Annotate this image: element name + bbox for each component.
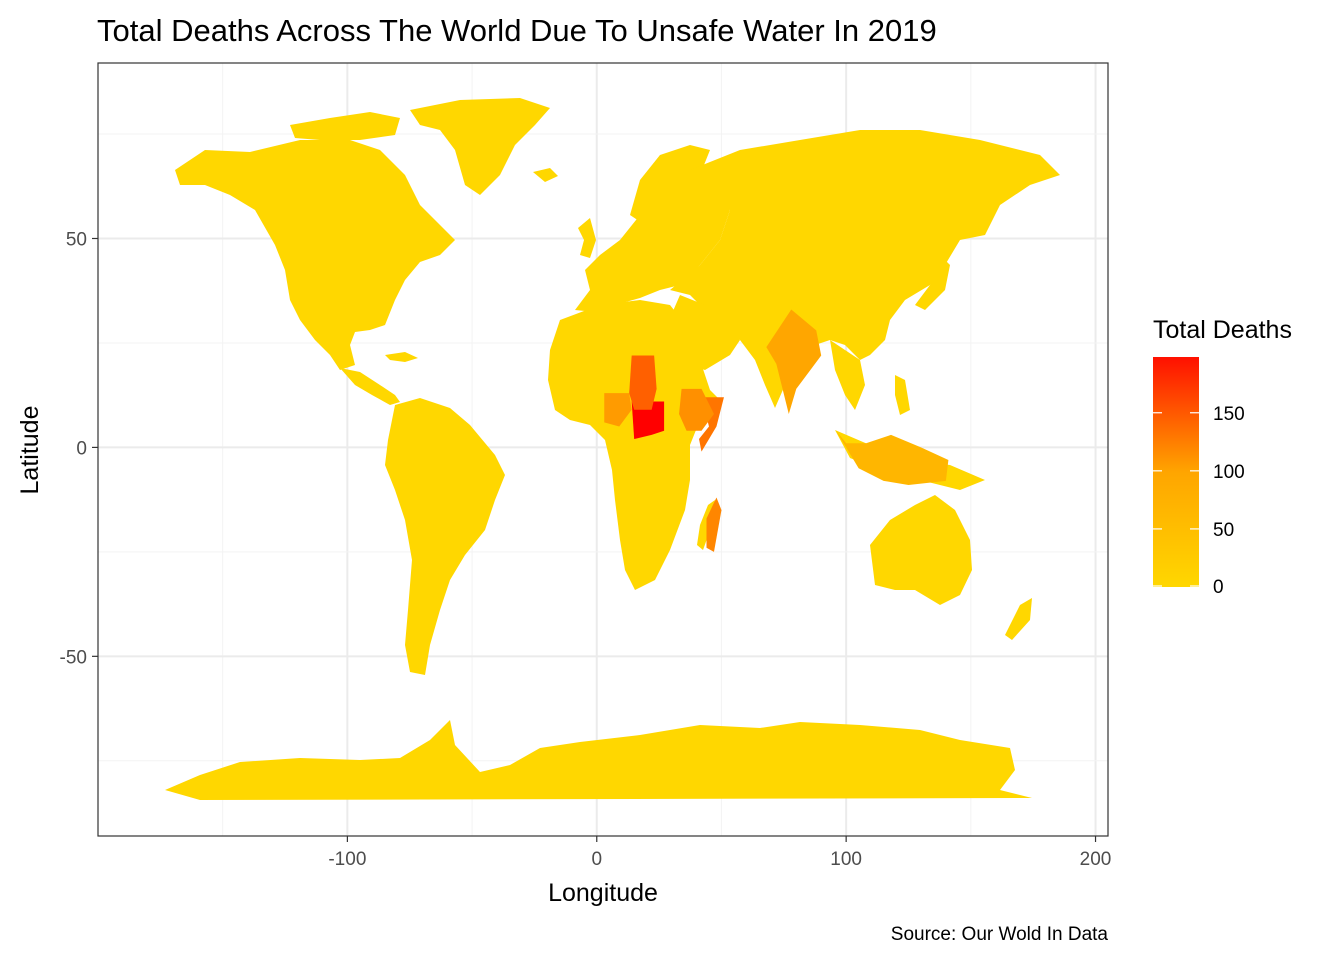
legend-title: Total Deaths [1153,316,1292,344]
arctic-islands [290,112,400,140]
x-tick-label: 100 [830,849,862,870]
south-america-landmass [385,398,505,675]
region-chad [629,355,657,410]
antarctica-landmass [165,720,1032,800]
japan-landmass [915,255,950,310]
iceland-landmass [533,168,558,182]
region-madagascar [706,497,722,552]
legend: Total Deaths 150 100 50 0 [1153,316,1292,598]
region-nigeria [604,393,632,427]
region-ethiopia [679,388,714,431]
y-axis: 50 0 -50 [60,229,98,668]
new-zealand-landmass [1005,598,1032,640]
legend-tick-label: 100 [1213,462,1245,483]
panel-border [97,62,1109,837]
choropleth-regions [604,309,949,552]
philippines-landmass [895,375,910,415]
x-tick-label: 200 [1080,849,1112,870]
caribbean-islands [385,352,418,362]
chart-title: Total Deaths Across The World Due To Uns… [97,13,937,48]
x-tick-label: -100 [328,849,366,870]
central-america-landmass [340,368,400,405]
world-landmass [165,98,1060,800]
y-tick-label: 50 [66,229,87,250]
source-caption: Source: Our Wold In Data [891,924,1109,945]
region-india [766,309,822,414]
africa-landmass [548,300,720,590]
y-tick-label: -50 [60,647,87,668]
southeast-asia-landmass [830,340,865,410]
legend-tick-label: 150 [1213,404,1245,425]
asia-landmass [670,130,1060,408]
europe-landmass [575,170,730,312]
north-america-landmass [175,140,455,370]
region-indonesia [836,430,949,486]
legend-tick-label: 0 [1213,577,1224,598]
y-axis-title: Latitude [16,406,44,495]
legend-tick-label: 50 [1213,520,1234,541]
region-central-african-republic [631,401,665,440]
x-tick-label: 0 [591,849,602,870]
x-axis-title: Longitude [548,879,658,907]
map-panel [97,62,1109,837]
maritime-southeast-asia [835,430,985,490]
x-axis: -100 0 100 200 [328,836,1111,870]
uk-landmass [578,218,596,258]
y-tick-label: 0 [76,438,87,459]
scandinavia-landmass [630,145,710,225]
australia-landmass [870,495,972,605]
greenland-landmass [410,98,550,195]
legend-colorbar [1153,357,1199,587]
legend-ticks: 150 100 50 0 [1153,404,1245,598]
